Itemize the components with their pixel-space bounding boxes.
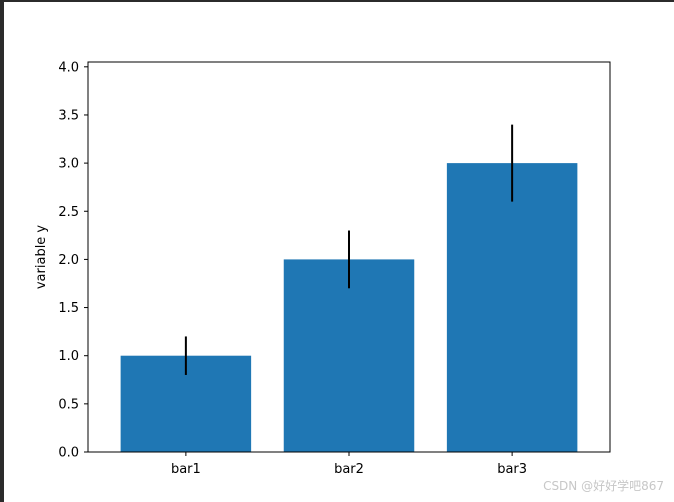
bar-bar2 <box>283 259 415 452</box>
y-tick-label: 1.5 <box>58 301 79 316</box>
y-tick-label: 2.5 <box>58 205 79 220</box>
bar-bar3 <box>446 163 578 452</box>
y-tick-label: 4.0 <box>58 60 79 75</box>
y-tick-label: 2.0 <box>58 253 79 268</box>
y-tick-label: 3.0 <box>58 157 79 172</box>
window-top-border <box>0 0 674 2</box>
y-axis-label: variable y <box>34 225 49 290</box>
watermark: CSDN @好好学吧867 <box>543 479 664 493</box>
bars-layer <box>120 163 578 452</box>
y-tick-label: 3.5 <box>58 108 79 123</box>
x-axis-ticks: bar1 bar2 bar3 <box>171 452 527 477</box>
x-tick-label: bar2 <box>334 462 364 477</box>
y-axis-ticks: 0.0 0.5 1.0 1.5 2.0 2.5 3.0 3.5 4.0 <box>58 60 88 461</box>
x-tick-label: bar3 <box>497 462 527 477</box>
x-tick-label: bar1 <box>171 462 201 477</box>
y-tick-label: 1.0 <box>58 349 79 364</box>
y-tick-label: 0.0 <box>58 446 79 461</box>
y-tick-label: 0.5 <box>58 397 79 412</box>
window-left-border <box>0 0 4 502</box>
error-bars-layer <box>184 124 514 375</box>
